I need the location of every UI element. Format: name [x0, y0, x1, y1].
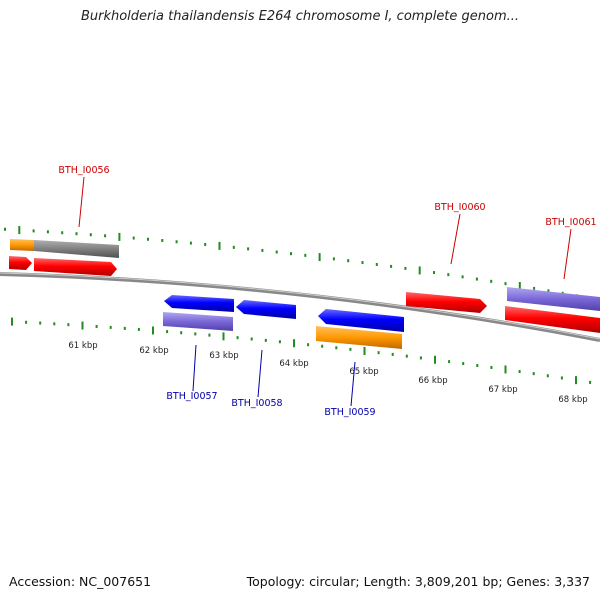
accession-text: Accession: NC_007651 [9, 574, 152, 589]
feature-purple-bar-right[interactable] [507, 287, 600, 311]
label-leaders [78, 176, 572, 407]
gene-label-bth-i0056[interactable]: BTH_I0056 [58, 165, 109, 176]
gene-label-bth-i0059[interactable]: BTH_I0059 [324, 407, 375, 418]
feature-orange-bar[interactable] [10, 239, 34, 251]
scale-labels: 61 kbp 62 kbp 63 kbp 64 kbp 65 kbp 66 kbp 67 k… [68, 341, 587, 405]
gene-label-bth-i0058[interactable]: BTH_I0058 [231, 398, 282, 409]
gene-arrow-bth-i0059[interactable] [318, 309, 404, 332]
page-title: Burkholderia thailandensis E264 chromoso… [80, 9, 520, 24]
scale-label: 61 kbp [68, 341, 97, 351]
chromosome-backbone [0, 272, 600, 342]
feature-gray-bar[interactable] [34, 240, 119, 258]
scale-label: 65 kbp [349, 367, 378, 377]
gene-arrow-bth-i0058[interactable] [236, 300, 296, 319]
gene-labels: BTH_I0056 BTH_I0057 BTH_I0058 BTH_I0059 … [58, 165, 596, 418]
scale-label: 63 kbp [209, 351, 238, 361]
gene-arrow-small-fwd[interactable] [9, 256, 32, 270]
gene-arrow-bth-i0061[interactable] [505, 306, 600, 333]
gene-label-bth-i0057[interactable]: BTH_I0057 [166, 391, 217, 402]
scale-label: 68 kbp [558, 395, 587, 405]
feature-orange-bar-bth-i0059[interactable] [316, 326, 402, 349]
gene-arrow-bth-i0057[interactable] [164, 295, 234, 312]
feature-purple-bar-left[interactable] [163, 312, 233, 331]
inner-tick-row [11, 317, 592, 385]
reverse-features [163, 295, 404, 349]
gene-label-bth-i0061[interactable]: BTH_I0061 [545, 217, 596, 228]
scale-label: 64 kbp [279, 359, 308, 369]
gene-arrow-bth-i0060[interactable] [406, 292, 487, 313]
scale-label: 67 kbp [488, 385, 517, 395]
scale-label: 66 kbp [418, 376, 447, 386]
gene-label-bth-i0060[interactable]: BTH_I0060 [434, 202, 485, 213]
topology-text: Topology: circular; Length: 3,809,201 bp… [246, 574, 590, 589]
scale-label: 62 kbp [139, 346, 168, 356]
gene-arrow-bth-i0056[interactable] [34, 258, 117, 276]
forward-features [9, 239, 600, 333]
